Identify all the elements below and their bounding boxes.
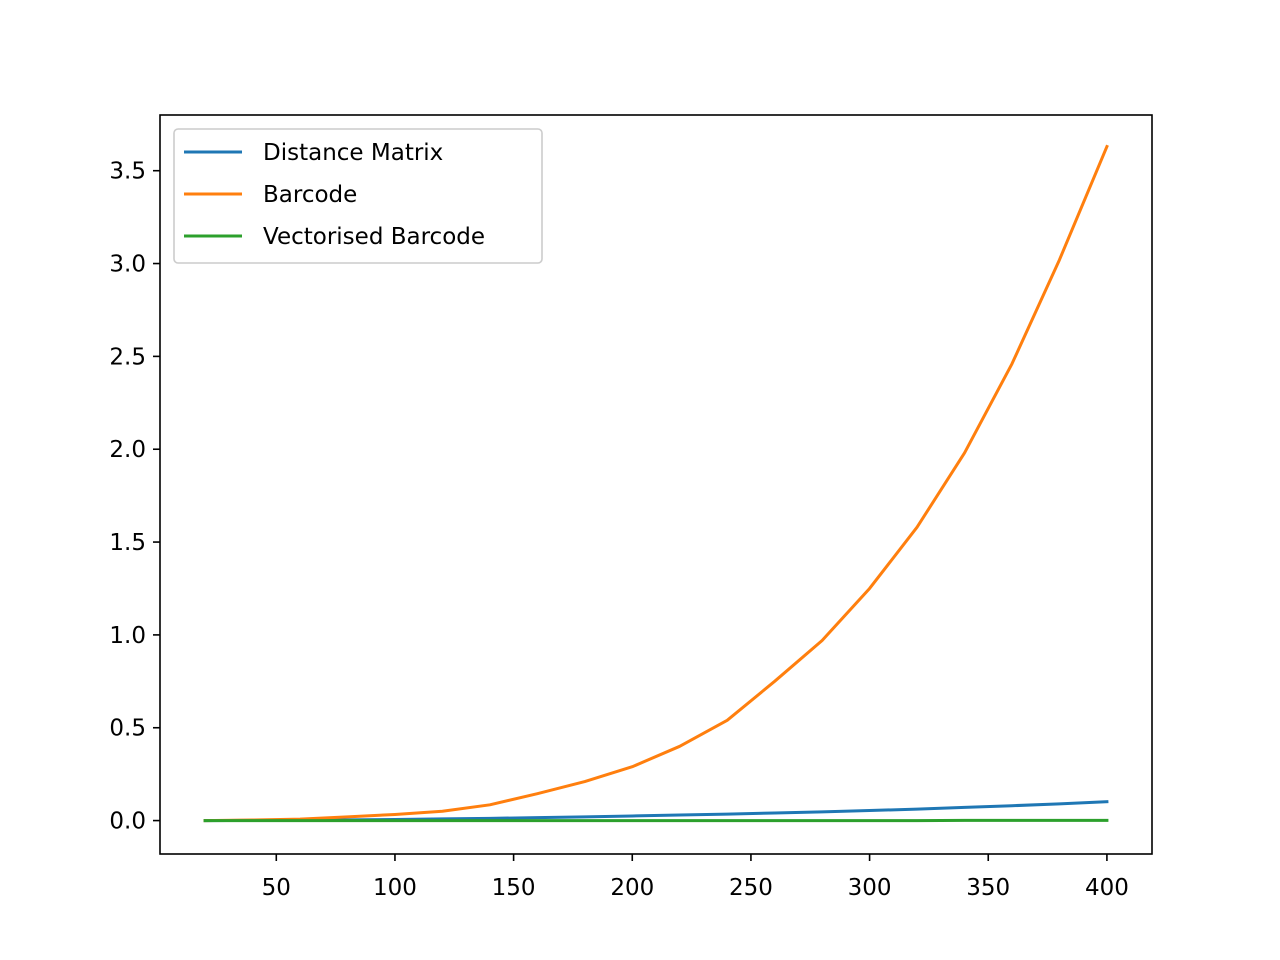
legend-label-barcode: Barcode [263,182,357,208]
legend-label-distance-matrix: Distance Matrix [263,140,443,166]
y-tick-label: 3.5 [109,159,146,185]
x-tick-label: 350 [966,875,1010,901]
legend-label-vectorised-barcode: Vectorised Barcode [263,224,485,250]
x-tick-label: 200 [610,875,654,901]
y-tick-label: 0.0 [109,809,146,835]
series-line-barcode [203,144,1109,823]
y-tick-label: 0.5 [109,716,146,742]
x-tick-label: 100 [373,875,417,901]
y-tick-label: 1.5 [109,530,146,556]
axes-frame [159,114,1153,855]
x-tick-label: 300 [848,875,892,901]
legend-box [173,128,543,264]
x-tick-label: 50 [262,875,291,901]
legend: Distance Matrix Barcode Vectorised Barco… [173,128,543,264]
y-tick-label: 1.0 [109,623,146,649]
y-axis: 0.0 0.5 1.0 1.5 2.0 2.5 3.0 3.5 [109,159,160,835]
x-axis: 50 100 150 200 250 300 350 400 [262,854,1129,901]
y-tick-label: 2.5 [109,344,146,370]
series-lines [203,144,1109,823]
x-tick-label: 250 [729,875,773,901]
y-tick-label: 2.0 [109,437,146,463]
x-tick-label: 150 [492,875,536,901]
y-tick-label: 3.0 [109,252,146,278]
x-tick-label: 400 [1085,875,1129,901]
